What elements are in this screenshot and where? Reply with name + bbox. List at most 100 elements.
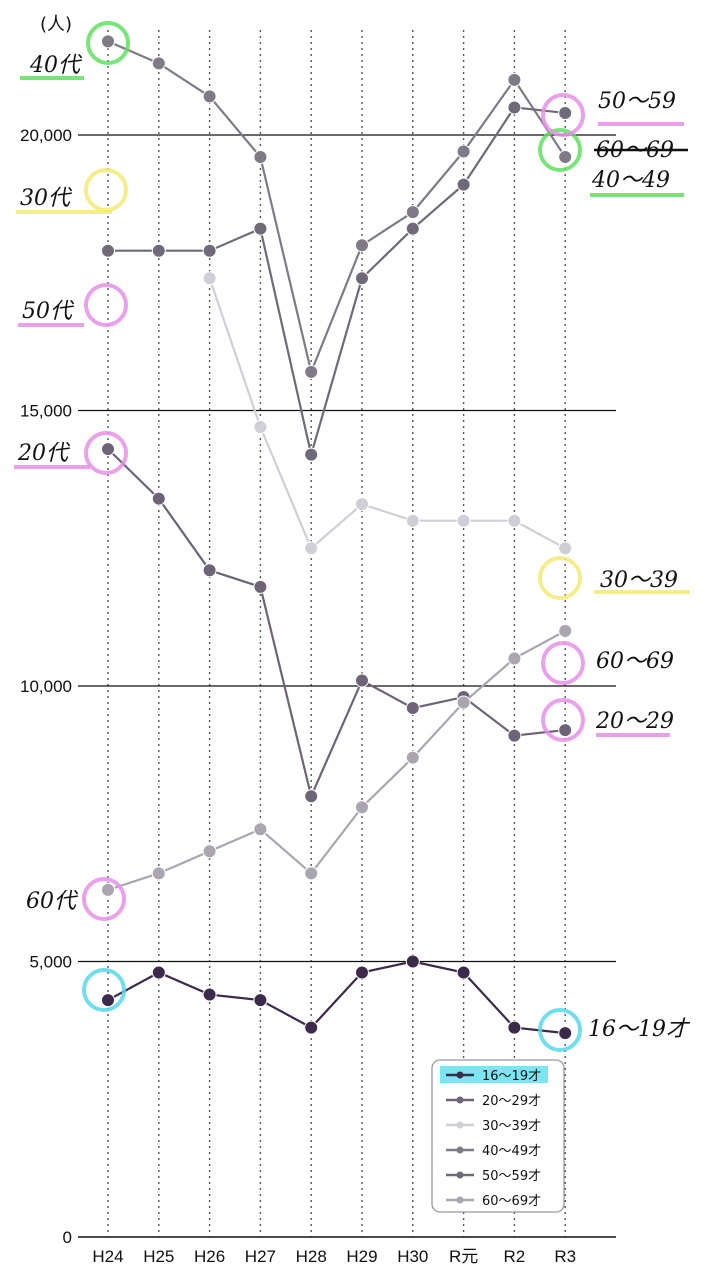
highlight-circle <box>84 283 128 327</box>
annotation-right: 60～69 <box>596 649 674 674</box>
series-point-1 <box>355 965 369 980</box>
annotation-left: 20代 <box>17 441 71 466</box>
series-point-3 <box>355 497 369 512</box>
series-point-6 <box>558 623 573 638</box>
series-point-1 <box>304 1020 319 1035</box>
series-line-3 <box>208 277 566 551</box>
series-point-5 <box>456 177 471 192</box>
y-tick-label: 10,000 <box>20 677 72 696</box>
series-point-1 <box>507 1020 522 1035</box>
highlight-circle <box>541 641 585 685</box>
series-point-4 <box>304 364 319 379</box>
y-tick-label: 0 <box>63 1228 72 1247</box>
series-point-4 <box>151 56 166 71</box>
series-point-3 <box>405 513 420 528</box>
series-point-3 <box>253 420 268 435</box>
series-point-2 <box>405 701 420 716</box>
series-point-3 <box>558 541 573 556</box>
series-point-6 <box>202 844 217 859</box>
annotation-left: 30代 <box>20 186 73 211</box>
legend-label: 60～69才 <box>482 1194 541 1209</box>
highlight-circle <box>538 556 582 600</box>
series-point-1 <box>101 993 115 1008</box>
series-point-2 <box>253 579 268 594</box>
highlight-circle <box>538 1008 582 1052</box>
series-point-2 <box>101 442 115 457</box>
series-point-4 <box>355 238 369 253</box>
series-point-4 <box>507 72 522 87</box>
series-line-5 <box>108 106 566 455</box>
legend-label: 30～39才 <box>482 1119 541 1134</box>
series-point-5 <box>355 271 369 286</box>
series-point-5 <box>304 447 319 462</box>
highlight-circle <box>541 698 585 742</box>
series-point-1 <box>558 1026 573 1041</box>
legend-label: 50～59才 <box>482 1169 541 1184</box>
legend-marker <box>456 1171 464 1179</box>
series-point-2 <box>304 789 319 804</box>
series-point-5 <box>202 243 217 258</box>
annotation-right: 50～59 <box>598 89 676 114</box>
series-point-2 <box>355 673 369 688</box>
y-tick-label: 20,000 <box>20 126 72 145</box>
series-point-6 <box>405 750 420 765</box>
legend-marker <box>456 1071 464 1079</box>
highlight-circle <box>84 168 128 212</box>
series-point-3 <box>507 513 522 528</box>
highlight-circle <box>84 431 128 475</box>
series-point-4 <box>456 144 471 159</box>
x-tick-label: H25 <box>143 1247 174 1266</box>
series-point-4 <box>253 150 268 165</box>
series-point-4 <box>202 89 217 104</box>
series-point-5 <box>558 105 573 120</box>
series-point-3 <box>456 513 471 528</box>
series-point-6 <box>151 866 166 881</box>
highlight-circle <box>538 128 582 172</box>
annotation-right: 16～19才 <box>588 1017 691 1042</box>
annotation-left: 40代 <box>29 53 83 78</box>
series-point-6 <box>456 695 471 710</box>
series-point-2 <box>151 491 166 506</box>
y-tick-label: 15,000 <box>20 402 72 421</box>
series-point-1 <box>253 993 268 1008</box>
x-tick-label: H30 <box>397 1247 428 1266</box>
annotation-left: 50代 <box>22 299 75 324</box>
x-tick-label: H24 <box>92 1247 123 1266</box>
legend-label: 40～49才 <box>482 1144 541 1159</box>
series-point-1 <box>405 954 420 969</box>
series-line-4 <box>107 40 567 376</box>
series-point-5 <box>405 221 420 236</box>
legend-label: 20～29才 <box>482 1094 541 1109</box>
x-tick-label: H27 <box>245 1247 276 1266</box>
series-point-4 <box>558 150 573 165</box>
series-point-2 <box>558 723 573 738</box>
legend-marker <box>456 1196 464 1204</box>
x-tick-label: R元 <box>449 1247 478 1266</box>
legend-marker <box>456 1121 464 1129</box>
annotation-right: 40～49 <box>591 168 670 193</box>
legend-marker <box>456 1146 464 1154</box>
series-point-5 <box>253 221 268 236</box>
series-line-6 <box>107 629 566 891</box>
x-tick-label: H28 <box>296 1247 327 1266</box>
series-line-1 <box>107 960 566 1035</box>
series-point-3 <box>202 271 217 286</box>
series-point-5 <box>507 100 522 115</box>
x-tick-label: H29 <box>346 1247 377 1266</box>
series-point-6 <box>253 822 268 837</box>
highlight-circle <box>82 877 126 921</box>
series-line-2 <box>107 448 566 800</box>
y-tick-label: 5,000 <box>29 953 72 972</box>
legend-highlight <box>440 1066 548 1083</box>
series-point-3 <box>304 541 319 556</box>
x-tick-label: H26 <box>194 1247 225 1266</box>
legend-label: 16～19才 <box>482 1069 541 1084</box>
series-point-4 <box>405 205 420 220</box>
series-point-1 <box>456 965 471 980</box>
y-unit-label: (人) <box>40 14 73 35</box>
series-point-6 <box>355 800 369 815</box>
x-tick-label: R3 <box>554 1247 576 1266</box>
series-point-4 <box>101 34 115 49</box>
